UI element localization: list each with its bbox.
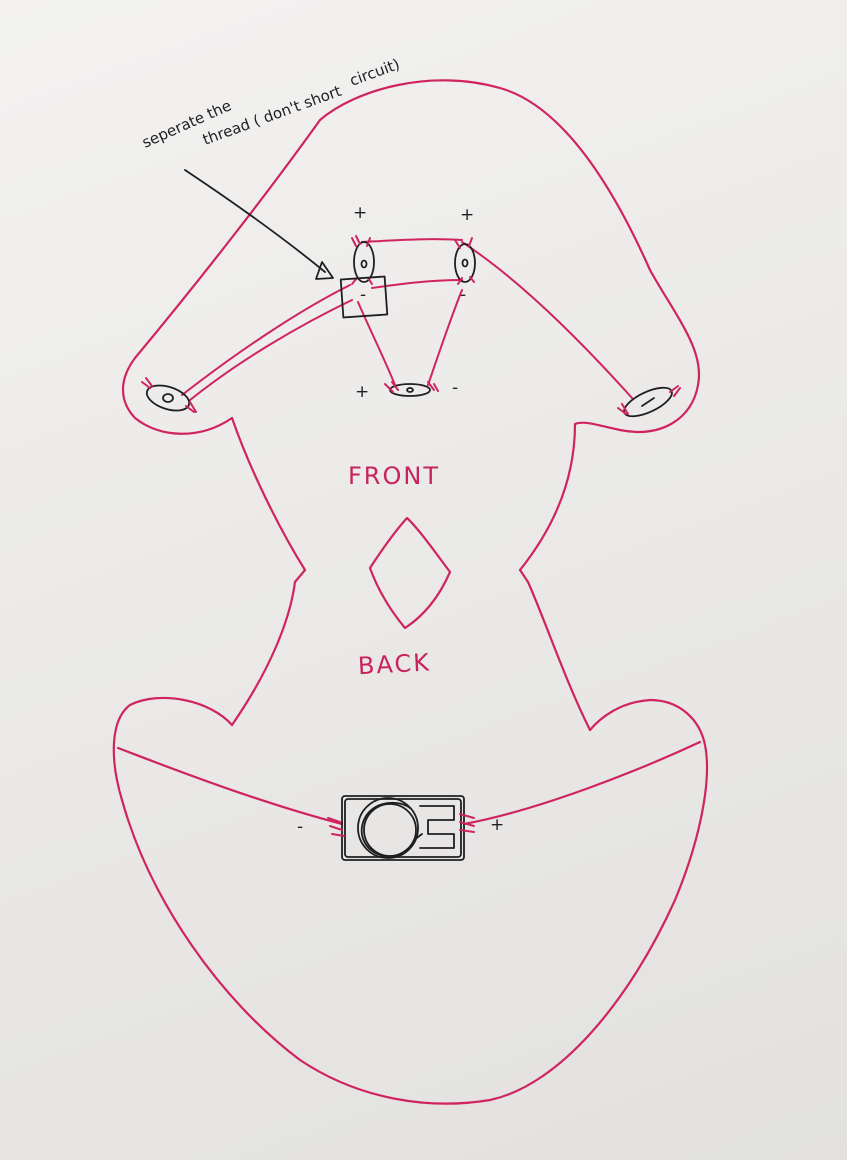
minus-sign-bottom: - — [452, 378, 458, 398]
front-left-side — [230, 416, 307, 572]
back-right-side — [526, 580, 592, 732]
thread-to-bottom-left — [357, 301, 396, 386]
annotation-line-3: circuit) — [347, 55, 402, 90]
led-bottom-center — [384, 381, 439, 397]
plus-sign-battery: + — [490, 815, 504, 835]
left-waist-notch — [293, 568, 307, 584]
annotation-arrowhead — [315, 261, 334, 280]
thread-separation-box — [339, 275, 389, 319]
center-diamond-cutout — [368, 516, 452, 630]
thread-left-sleeve — [181, 284, 351, 396]
plus-sign-top-right: + — [460, 205, 474, 225]
led-top-right — [454, 237, 476, 285]
plus-sign-bottom: + — [355, 382, 369, 402]
back-flap-line-right — [462, 740, 702, 826]
minus-sign-battery: - — [297, 817, 303, 837]
minus-sign-top-right: - — [460, 285, 466, 305]
thread-to-bottom-right — [427, 289, 463, 386]
front-outline — [121, 79, 701, 572]
minus-sign-top-left: - — [360, 285, 366, 305]
front-label: FRONT — [348, 462, 440, 490]
thread-middle-bar — [371, 279, 463, 289]
battery-holder — [327, 795, 475, 861]
plus-sign-top-left: + — [353, 203, 367, 223]
led-left-sleeve — [141, 377, 197, 413]
annotation-arrow — [184, 169, 326, 273]
thread-top-bar — [361, 238, 463, 243]
back-label: BACK — [357, 648, 431, 680]
thread-left-sleeve-2 — [189, 299, 353, 401]
right-waist-notch — [518, 568, 530, 584]
led-right-sleeve — [617, 385, 681, 418]
back-flap-line-left — [116, 746, 344, 826]
back-left-side — [230, 580, 297, 727]
thread-right-sleeve — [461, 241, 633, 399]
back-outline — [112, 696, 709, 1105]
